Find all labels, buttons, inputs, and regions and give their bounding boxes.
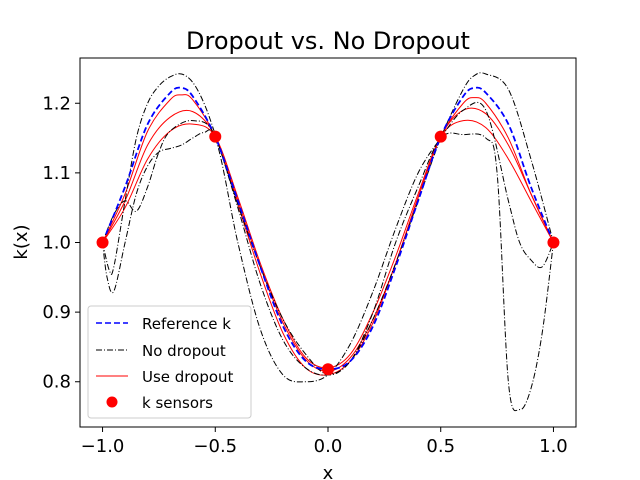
x-axis-label: x [323,463,334,480]
y-axis-label: k(x) [11,224,32,259]
chart-title: Dropout vs. No Dropout [186,27,470,55]
y-tick-label: 1.1 [42,163,71,184]
sensor-point-3 [434,130,447,143]
y-tick-label: 0.9 [42,302,71,323]
legend-label-use-dropout: Use dropout [142,368,234,386]
sensor-point-0 [96,236,109,249]
x-tick-label: 0.5 [426,436,455,457]
legend-label-sensors: k sensors [142,394,213,412]
marker-layer [96,130,560,376]
x-tick-label: −1.0 [81,436,125,457]
sensor-point-1 [209,130,222,143]
series-line-no-dropout-2 [102,129,554,412]
axes-layer: −1.0 −0.5 0.0 0.5 1.0 0.8 0.9 1.0 1.1 1.2 [42,93,567,457]
legend-label-reference: Reference k [142,315,231,333]
series-line-no-dropout-3 [102,101,554,383]
y-tick-label: 1.2 [42,93,71,114]
sensor-point-4 [547,236,560,249]
x-tick-label: −0.5 [193,436,237,457]
legend: Reference k No dropout Use dropout k sen… [87,305,252,419]
x-tick-label: 0.0 [314,436,343,457]
x-tick-label: 1.0 [539,436,568,457]
y-tick-label: 1.0 [42,233,71,254]
legend-label-no-dropout: No dropout [142,342,226,360]
sensor-point-2 [322,363,334,376]
legend-swatch-sensors [106,396,118,408]
y-tick-label: 0.8 [42,372,71,393]
legend-box [87,305,252,419]
